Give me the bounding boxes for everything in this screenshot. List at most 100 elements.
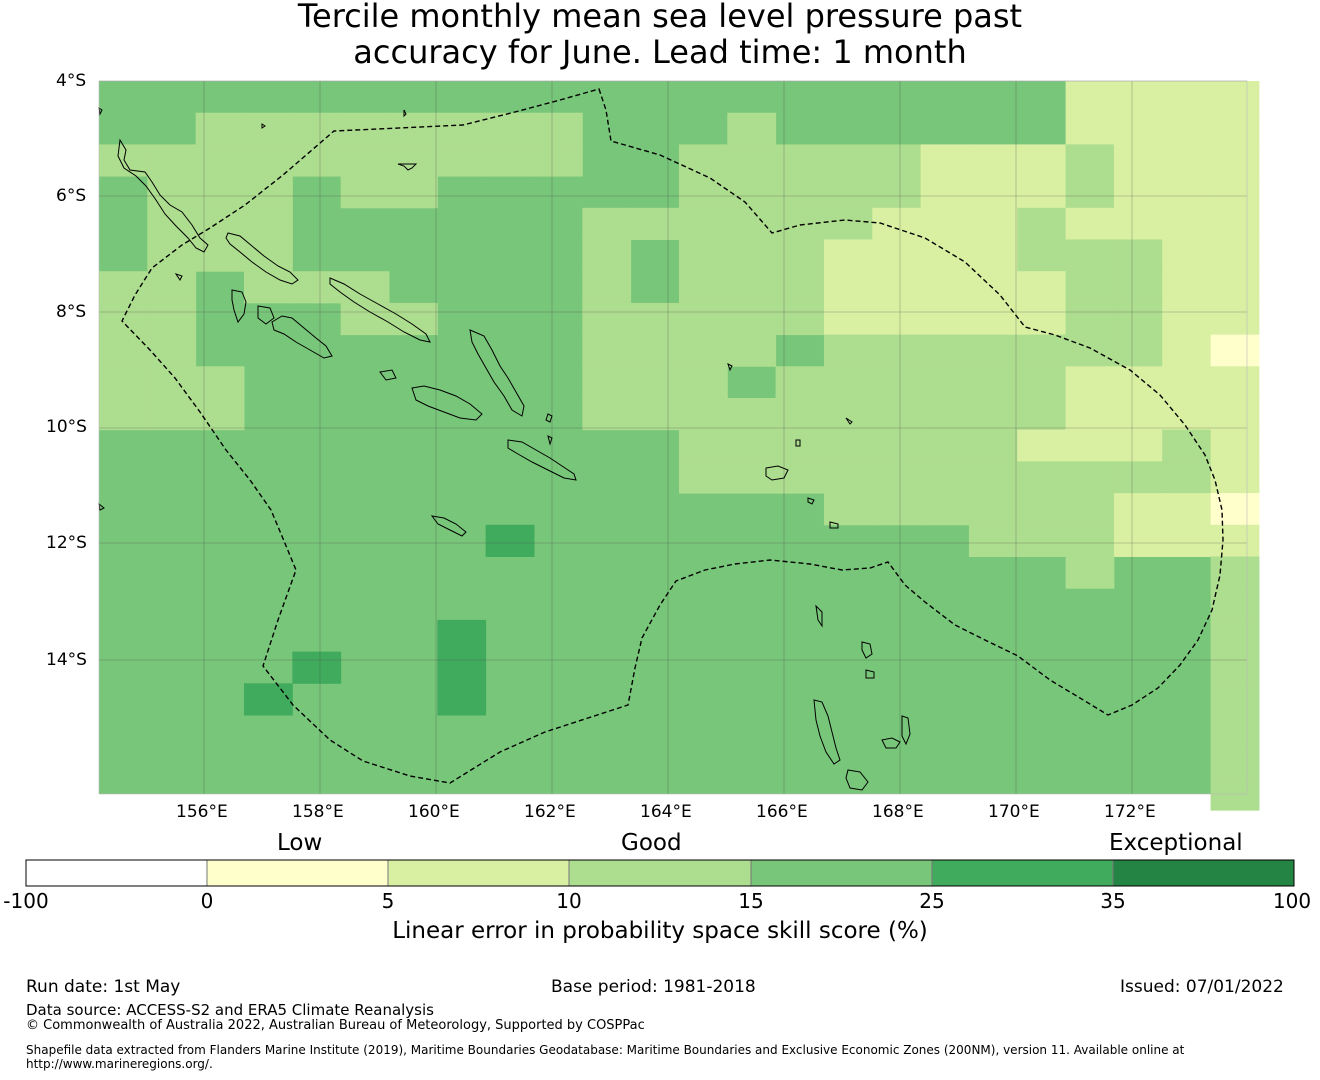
skill-cell bbox=[775, 461, 825, 494]
skill-cell bbox=[727, 112, 777, 145]
island-coastline bbox=[865, 669, 875, 679]
skill-cell bbox=[823, 493, 873, 526]
skill-cell bbox=[775, 144, 825, 177]
skill-cell bbox=[823, 461, 873, 494]
skill-cell bbox=[582, 271, 632, 304]
skill-cell bbox=[1065, 556, 1115, 589]
skill-cell bbox=[582, 302, 632, 336]
skill-cell bbox=[1017, 207, 1067, 240]
island-coastline bbox=[98, 106, 103, 116]
colorbar-segment bbox=[207, 860, 388, 886]
skill-cell bbox=[388, 144, 438, 177]
skill-cell bbox=[243, 271, 293, 304]
skill-cell bbox=[1113, 524, 1163, 557]
colorbar-segment bbox=[932, 860, 1113, 886]
skill-cell bbox=[437, 651, 487, 684]
skill-cell bbox=[147, 334, 197, 367]
island-coastline bbox=[807, 497, 815, 505]
skill-cell bbox=[727, 334, 777, 367]
skill-cell bbox=[775, 176, 825, 209]
skill-cell bbox=[292, 271, 342, 304]
lat-label: 6°S bbox=[56, 186, 87, 206]
colorbar-segment bbox=[26, 860, 207, 886]
skill-cell bbox=[968, 302, 1018, 336]
skill-cell bbox=[920, 334, 970, 367]
skill-cell bbox=[1065, 493, 1115, 526]
colorbar-tick-label: 100 bbox=[1272, 889, 1312, 913]
skill-cell bbox=[195, 144, 245, 177]
skill-cell bbox=[1210, 715, 1260, 748]
skill-cell bbox=[872, 493, 922, 526]
skill-cell bbox=[582, 207, 632, 240]
skill-cell bbox=[823, 176, 873, 209]
skill-cell bbox=[1210, 271, 1260, 304]
skill-cell bbox=[727, 302, 777, 336]
skill-cell bbox=[485, 524, 535, 557]
skill-cell bbox=[823, 239, 873, 272]
skill-cell bbox=[1065, 366, 1115, 399]
colorbar-tick-label: 0 bbox=[200, 889, 214, 913]
skill-cell bbox=[147, 366, 197, 399]
skill-cell bbox=[485, 112, 535, 145]
skill-cell bbox=[1162, 524, 1212, 557]
skill-cell bbox=[1210, 112, 1260, 145]
skill-cell bbox=[147, 271, 197, 304]
skill-cell bbox=[388, 112, 438, 145]
skill-cell bbox=[1162, 176, 1212, 209]
skill-cell bbox=[678, 239, 728, 272]
skill-cell bbox=[1210, 746, 1260, 779]
skill-cell bbox=[1210, 556, 1260, 589]
skill-cell bbox=[968, 144, 1018, 177]
skill-cell bbox=[99, 398, 148, 431]
skill-cell bbox=[1065, 176, 1115, 209]
colorbar-tick-label: 10 bbox=[556, 889, 582, 913]
colorbar-tick-label: -100 bbox=[3, 889, 49, 913]
skill-cell bbox=[340, 302, 390, 336]
skill-cell bbox=[437, 683, 487, 716]
skill-cell bbox=[1210, 493, 1260, 526]
island-coastline bbox=[545, 413, 553, 423]
lon-label: 164°E bbox=[640, 802, 692, 822]
skill-cell bbox=[920, 144, 970, 177]
skill-cell bbox=[968, 271, 1018, 304]
lon-label: 170°E bbox=[988, 802, 1040, 822]
legend-category-good: Good bbox=[621, 830, 682, 856]
skill-cell bbox=[920, 302, 970, 336]
skill-cell bbox=[243, 207, 293, 240]
island-coastline bbox=[411, 385, 483, 421]
lon-label: 158°E bbox=[292, 802, 344, 822]
skill-cell bbox=[630, 302, 680, 336]
skill-cell bbox=[147, 207, 197, 240]
skill-cell bbox=[775, 239, 825, 272]
map-title-line-1: Tercile monthly mean sea level pressure … bbox=[297, 0, 1023, 35]
island-coastline bbox=[403, 109, 407, 118]
skill-cell bbox=[968, 207, 1018, 240]
skill-cell bbox=[195, 239, 245, 272]
skill-cell bbox=[1210, 207, 1260, 240]
skill-cell bbox=[727, 176, 777, 209]
skill-cell bbox=[1113, 493, 1163, 526]
colorbar-tick-label: 5 bbox=[381, 889, 395, 913]
skill-cell bbox=[1210, 619, 1260, 653]
skill-cell bbox=[1113, 302, 1163, 336]
skill-cell bbox=[920, 398, 970, 431]
skill-cell bbox=[1017, 366, 1067, 399]
skill-cell bbox=[1210, 398, 1260, 431]
lon-label: 166°E bbox=[756, 802, 808, 822]
island-coastline bbox=[727, 363, 733, 372]
skill-cell bbox=[1065, 302, 1115, 336]
skill-cell bbox=[195, 366, 245, 399]
skill-cell bbox=[630, 334, 680, 367]
skill-cell bbox=[147, 176, 197, 209]
skill-cell bbox=[1065, 81, 1115, 114]
skill-cell bbox=[1113, 176, 1163, 209]
island-coastline bbox=[231, 289, 247, 324]
skill-cell bbox=[582, 398, 632, 431]
island-coastline bbox=[257, 305, 275, 325]
skill-cell bbox=[1210, 588, 1260, 621]
skill-cell bbox=[1113, 144, 1163, 177]
skill-cell bbox=[678, 144, 728, 177]
skill-cell bbox=[582, 334, 632, 367]
skill-cell bbox=[1210, 683, 1260, 716]
lat-label: 12°S bbox=[46, 533, 87, 553]
